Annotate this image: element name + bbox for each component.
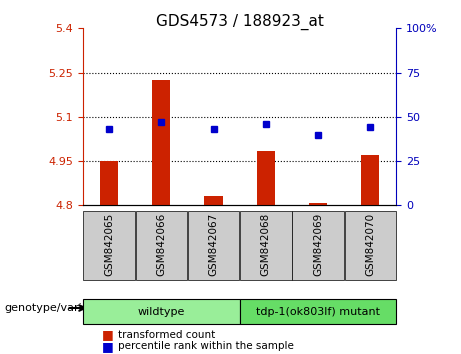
Bar (204, 196, 223, 205)
Text: wildtype: wildtype (138, 307, 185, 316)
Text: GSM842066: GSM842066 (156, 213, 166, 276)
Text: ■: ■ (101, 340, 113, 353)
Bar (152, 80, 171, 205)
Text: transformed count: transformed count (118, 330, 215, 339)
Text: tdp-1(ok803lf) mutant: tdp-1(ok803lf) mutant (256, 307, 380, 316)
Text: ■: ■ (101, 328, 113, 341)
Bar (257, 151, 275, 205)
Text: percentile rank within the sample: percentile rank within the sample (118, 341, 294, 351)
Bar (361, 155, 379, 205)
Bar (100, 161, 118, 205)
Text: GSM842069: GSM842069 (313, 213, 323, 276)
Text: GSM842067: GSM842067 (208, 213, 219, 276)
Bar (309, 203, 327, 205)
Text: GSM842065: GSM842065 (104, 213, 114, 276)
Text: genotype/variation: genotype/variation (5, 303, 111, 313)
Text: GSM842068: GSM842068 (261, 213, 271, 276)
Text: GDS4573 / 188923_at: GDS4573 / 188923_at (156, 14, 324, 30)
Text: GSM842070: GSM842070 (365, 213, 375, 276)
